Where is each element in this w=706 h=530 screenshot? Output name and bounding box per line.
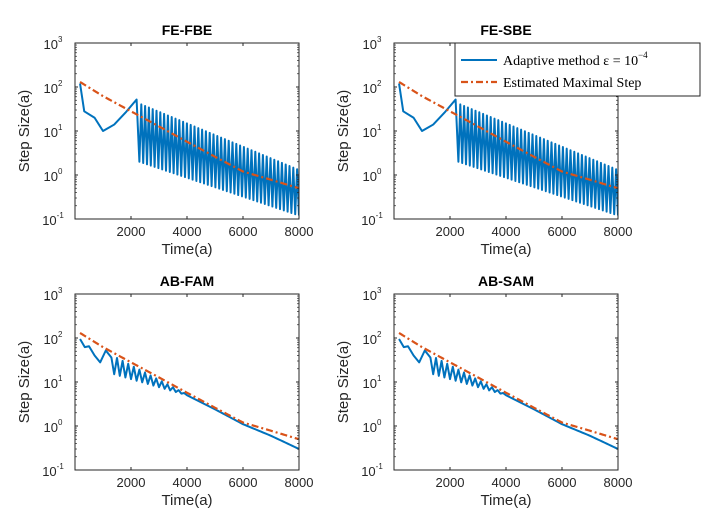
y-tick-label: 101 [44,374,63,391]
x-tick-label: 8000 [604,475,633,490]
y-tick-label: 103 [44,35,63,52]
y-tick-label: 101 [363,374,382,391]
y-axis-label: Step Size(a) [335,341,352,424]
y-axis-label: Step Size(a) [335,90,352,173]
plot-data [398,332,618,450]
series-estimated-maximal-step-line [79,81,299,190]
x-tick-label: 8000 [285,475,314,490]
plot-data [79,332,299,450]
y-axis-label: Step Size(a) [16,90,33,173]
x-tick-label: 4000 [492,475,521,490]
x-tick-label: 6000 [229,224,258,239]
y-tick-label: 10-1 [361,211,383,228]
x-tick-label: 4000 [173,224,202,239]
legend-estimated-label: Estimated Maximal Step [503,76,641,91]
y-tick-label: 10-1 [361,462,383,479]
legend: Adaptive method ε = 10−4 Estimated Maxima… [454,42,701,97]
x-tick-label: 2000 [436,224,465,239]
x-tick-label: 4000 [492,224,521,239]
panel-title: AB-SAM [478,273,534,289]
plot-area [75,294,299,470]
y-tick-label: 10-1 [42,462,64,479]
panel-title: AB-FAM [160,273,214,289]
x-axis-label: Time(a) [161,492,212,509]
panel-title: FE-SBE [480,22,531,38]
y-tick-label: 100 [44,418,63,435]
x-axis-label: Time(a) [480,241,531,258]
x-tick-label: 2000 [117,475,146,490]
y-tick-label: 103 [44,286,63,303]
y-tick-label: 102 [363,79,382,96]
x-tick-label: 6000 [548,224,577,239]
y-tick-label: 101 [363,123,382,140]
panel-title: FE-FBE [162,22,213,38]
panel-ab-fam: 2000 4000 6000 8000 10-1 100 101 102 103 AB-FAM Ti… [16,273,313,509]
y-tick-label: 100 [363,418,382,435]
series-adaptive-method-line [398,83,618,216]
y-axis-label: Step Size(a) [16,341,33,424]
series-estimated-maximal-step-line [398,332,618,441]
panel-ab-sam: 2000 4000 6000 8000 10-1 100 101 102 103 AB-SAM Ti… [335,273,632,509]
panel-fe-sbe: 2000 4000 6000 8000 10-1 100 101 102 103 FE-SBE Ti… [335,22,701,258]
plot-area [394,294,618,470]
x-axis-label: Time(a) [480,492,531,509]
series-adaptive-method-line [398,338,618,450]
legend-adaptive-label: Adaptive method ε = 10−4 [503,50,648,69]
series-adaptive-method-line [79,83,299,216]
y-tick-label: 102 [363,330,382,347]
y-tick-label: 100 [44,167,63,184]
panel-fe-fbe: 2000 4000 6000 8000 10-1 100 101 102 103 FE-FBE Ti… [16,22,313,258]
x-tick-label: 6000 [229,475,258,490]
y-tick-label: 10-1 [42,211,64,228]
x-tick-label: 8000 [604,224,633,239]
y-tick-label: 102 [44,79,63,96]
y-tick-label: 100 [363,167,382,184]
legend-box [454,42,701,97]
x-tick-label: 2000 [436,475,465,490]
plot-data [398,81,618,216]
y-tick-label: 101 [44,123,63,140]
x-tick-label: 8000 [285,224,314,239]
x-tick-label: 6000 [548,475,577,490]
plot-data [79,81,299,216]
x-axis-label: Time(a) [161,241,212,258]
y-tick-label: 103 [363,35,382,52]
series-adaptive-method-line [79,338,299,450]
x-tick-label: 2000 [117,224,146,239]
y-tick-label: 102 [44,330,63,347]
series-estimated-maximal-step-line [79,332,299,441]
x-tick-label: 4000 [173,475,202,490]
y-tick-label: 103 [363,286,382,303]
series-estimated-maximal-step-line [398,81,618,190]
